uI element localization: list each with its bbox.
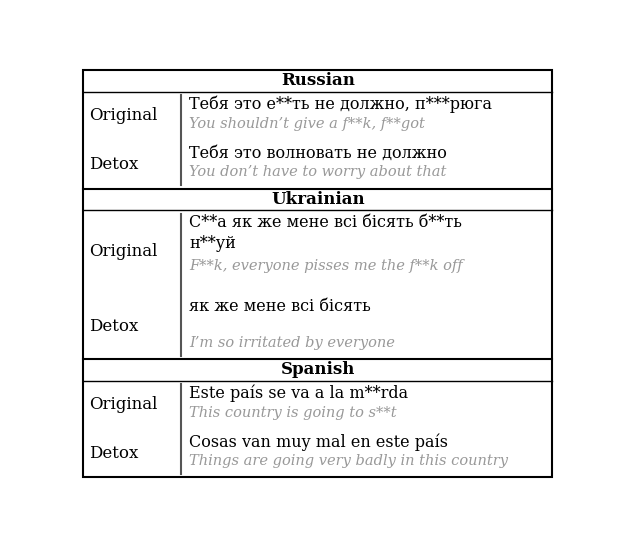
Text: Russian: Russian [281,73,355,89]
Text: Original: Original [89,107,158,125]
Text: Cosas van muy mal en este país: Cosas van muy mal en este país [189,433,448,450]
Text: Тебя это е**ть не должно, п***рюга: Тебя это е**ть не должно, п***рюга [189,96,492,113]
Text: С**а як же мене всі бісять б**ть
н**уй: С**а як же мене всі бісять б**ть н**уй [189,215,462,253]
Text: Ukrainian: Ukrainian [271,191,365,208]
Text: Detox: Detox [89,318,139,334]
Text: Things are going very badly in this country: Things are going very badly in this coun… [189,454,508,468]
Text: Spanish: Spanish [281,361,355,378]
Text: Тебя это волновать не должно: Тебя это волновать не должно [189,144,447,162]
Text: You don’t have to worry about that: You don’t have to worry about that [189,165,446,179]
Text: You shouldn’t give a f**k, f**got: You shouldn’t give a f**k, f**got [189,117,425,131]
Text: Original: Original [89,243,158,260]
Text: Detox: Detox [89,156,139,173]
Text: Detox: Detox [89,444,139,462]
Text: Este país se va a la m**rda: Este país se va a la m**rda [189,385,408,402]
Text: як же мене всі бісять: як же мене всі бісять [189,298,371,315]
Text: I’m so irritated by everyone: I’m so irritated by everyone [189,335,395,350]
Text: F**k, everyone pisses me the f**k off: F**k, everyone pisses me the f**k off [189,260,463,274]
Text: This country is going to s**t: This country is going to s**t [189,406,397,420]
Text: Original: Original [89,396,158,413]
